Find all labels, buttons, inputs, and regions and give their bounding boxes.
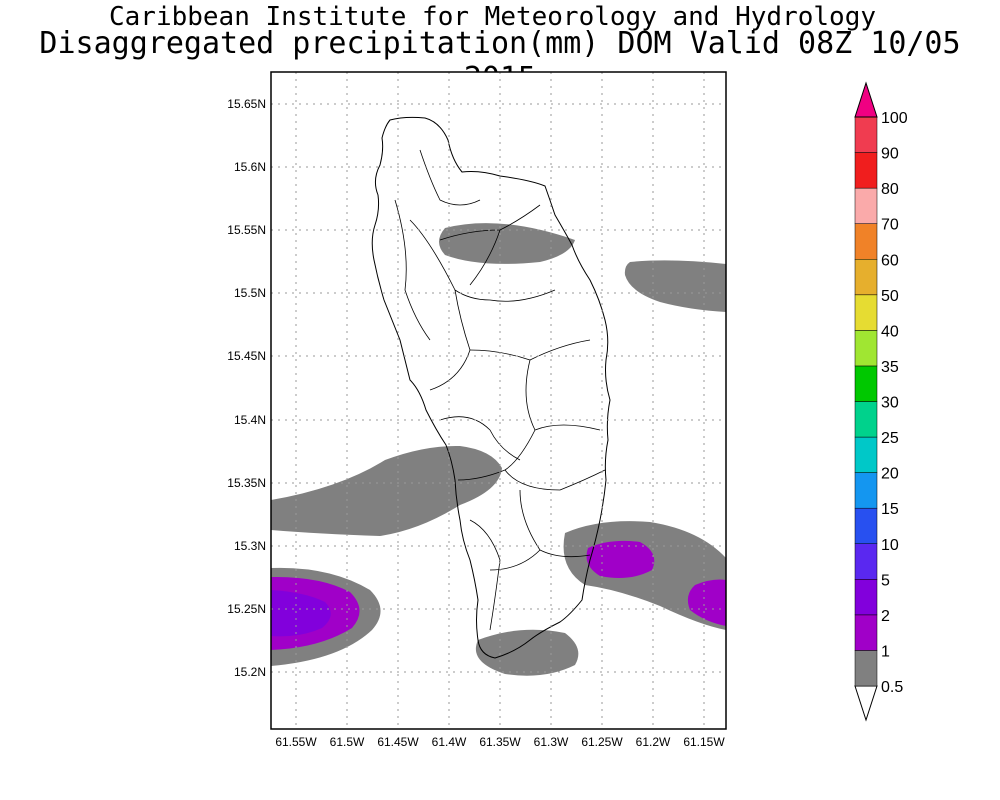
colorbar-segment: [854, 579, 878, 616]
gridlines: [271, 72, 726, 729]
y-axis-labels: 15.65N 15.6N 15.55N 15.5N 15.45N 15.4N 1…: [227, 97, 266, 679]
precip-area-south: [475, 629, 579, 676]
colorbar-label: 2: [881, 608, 890, 625]
island-outline: [371, 116, 611, 659]
colorbar-segment: [854, 650, 878, 687]
y-tick-label: 15.3N: [234, 539, 266, 553]
colorbar-label: 20: [881, 466, 899, 483]
precip-area-east-core: [687, 579, 726, 626]
colorbar-over-triangle: [854, 81, 878, 118]
x-tick-label: 61.15W: [683, 735, 725, 749]
x-tick-label: 61.5W: [330, 735, 365, 749]
colorbar-segment: [854, 294, 878, 331]
colorbar-label: 40: [881, 323, 899, 340]
colorbar-label: 10: [881, 537, 899, 554]
colorbar-label: 30: [881, 395, 899, 412]
y-tick-label: 15.55N: [227, 223, 266, 237]
colorbar-segment: [854, 507, 878, 544]
y-tick-label: 15.25N: [227, 602, 266, 616]
y-tick-label: 15.35N: [227, 476, 266, 490]
x-tick-label: 61.3W: [534, 735, 569, 749]
x-axis-labels: 61.55W 61.5W 61.45W 61.4W 61.35W 61.3W 6…: [275, 735, 725, 749]
colorbar-segment: [854, 436, 878, 473]
chart-subtitle: Disaggregated precipitation(mm) DOM Vali…: [39, 26, 961, 96]
precip-area-southeast-core: [586, 540, 655, 578]
colorbar-segment: [854, 152, 878, 189]
colorbar-label: 50: [881, 288, 899, 305]
colorbar-label: 90: [881, 146, 899, 163]
colorbar-segment: [854, 187, 878, 224]
colorbar-segment: [854, 472, 878, 509]
colorbar-label: 100: [881, 110, 908, 127]
y-tick-label: 15.6N: [234, 160, 266, 174]
x-tick-label: 61.4W: [432, 735, 467, 749]
colorbar-label: 60: [881, 252, 899, 269]
x-tick-label: 61.45W: [377, 735, 419, 749]
y-tick-label: 15.45N: [227, 349, 266, 363]
colorbar-label: 25: [881, 430, 899, 447]
colorbar-segment: [854, 365, 878, 402]
colorbar-segment: [854, 223, 878, 260]
precip-area-north: [439, 223, 575, 264]
colorbar-segment: [854, 330, 878, 367]
island-internal-lines: [394, 149, 606, 631]
colorbar-segment: [854, 259, 878, 296]
chart-title: Caribbean Institute for Meteorology and …: [108, 2, 876, 32]
colorbar-under-triangle: [854, 685, 878, 722]
colorbar-segment: [854, 543, 878, 580]
colorbar-segment: [854, 116, 878, 153]
x-tick-label: 61.55W: [275, 735, 317, 749]
colorbar-label: 1: [881, 643, 890, 660]
y-tick-label: 15.5N: [234, 286, 266, 300]
map-frame: [270, 71, 727, 730]
y-tick-label: 15.4N: [234, 413, 266, 427]
x-tick-label: 61.2W: [636, 735, 671, 749]
y-tick-label: 15.2N: [234, 665, 266, 679]
colorbar-segment: [854, 401, 878, 438]
colorbar-label: 80: [881, 181, 899, 198]
colorbar-label: 15: [881, 501, 899, 518]
precip-area-west: [271, 445, 502, 536]
x-tick-label: 61.35W: [479, 735, 521, 749]
precip-area-southwest-max: [271, 590, 331, 637]
colorbar-label: 35: [881, 359, 899, 376]
x-tick-label: 61.25W: [581, 735, 623, 749]
y-tick-label: 15.65N: [227, 97, 266, 111]
precip-area-east: [624, 260, 726, 312]
colorbar-segment: [854, 614, 878, 651]
colorbar-label: 5: [881, 572, 890, 589]
colorbar-label: 0.5: [881, 679, 903, 696]
colorbar-label: 70: [881, 217, 899, 234]
precip-layer: [271, 223, 726, 676]
